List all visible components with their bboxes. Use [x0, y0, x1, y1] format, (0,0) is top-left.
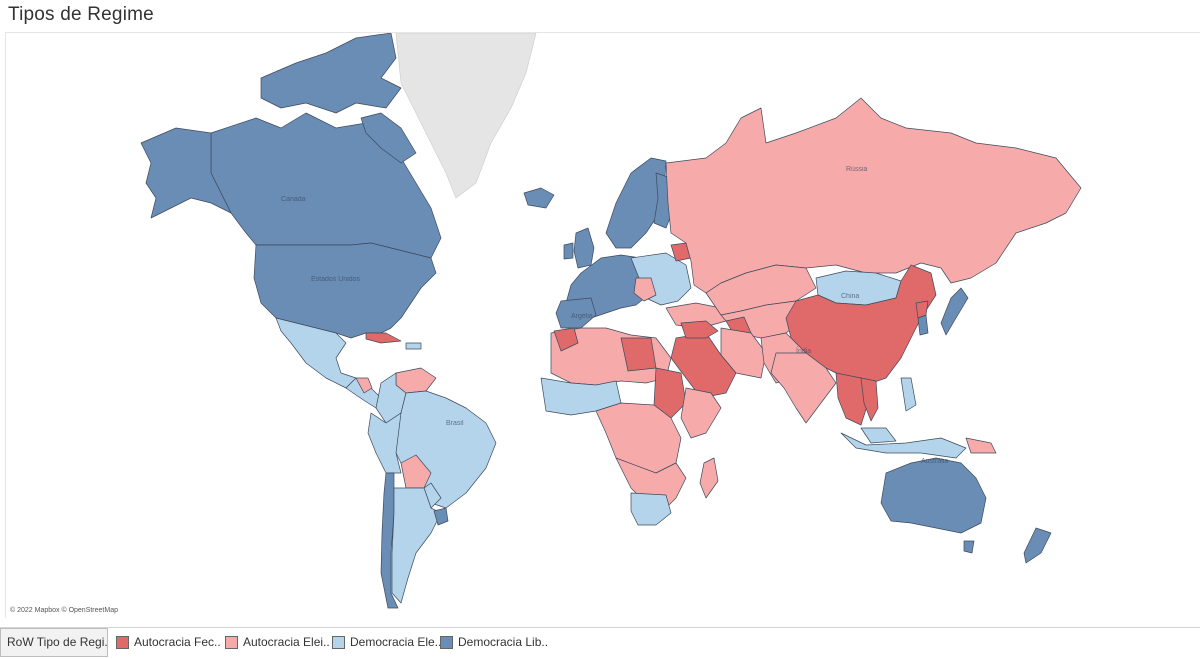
south-korea[interactable] [917, 314, 929, 336]
world-map[interactable]: Canada Estados Unidos Rússia China Brasi… [5, 32, 1200, 618]
label-algeria: Argélia [571, 313, 593, 320]
legend-item-autocracia-fechada[interactable]: Autocracia Fec.. [116, 634, 221, 650]
horn-of-africa[interactable] [680, 387, 722, 439]
australia[interactable] [880, 457, 987, 534]
sudan[interactable] [653, 367, 687, 419]
haiti-dr[interactable] [405, 342, 422, 350]
ireland[interactable] [563, 242, 574, 260]
venezuela[interactable] [395, 367, 437, 394]
legend-item-label: Democracia Ele.. [350, 635, 442, 649]
new-zealand[interactable] [1023, 527, 1052, 564]
label-australia: Austrália [921, 458, 948, 465]
map-canvas[interactable]: Canada Estados Unidos Rússia China Brasi… [6, 33, 1200, 619]
alaska[interactable] [140, 127, 232, 219]
argentina[interactable] [391, 487, 442, 604]
canada[interactable] [210, 112, 442, 259]
uk[interactable] [573, 227, 595, 269]
legend: RoW Tipo de Regi... Autocracia Fec.. Aut… [0, 627, 1200, 657]
label-russia: Rússia [846, 166, 868, 173]
legend-item-democracia-eleitoral[interactable]: Democracia Ele.. [332, 634, 441, 650]
label-brazil: Brasil [446, 420, 464, 427]
label-canada: Canada [281, 196, 306, 203]
hungary-serbia[interactable] [633, 277, 657, 302]
map-attribution[interactable]: © 2022 Mapbox © OpenStreetMap [10, 607, 118, 614]
madagascar[interactable] [699, 457, 719, 499]
legend-item-label: Autocracia Fec.. [134, 635, 221, 649]
cuba[interactable] [365, 332, 402, 344]
philippines[interactable] [900, 377, 917, 412]
canada-island-2[interactable] [360, 112, 417, 164]
page-title: Tipos de Regime [8, 4, 154, 25]
legend-title[interactable]: RoW Tipo de Regi... [0, 628, 108, 657]
legend-swatch [440, 635, 453, 649]
bolivia[interactable] [400, 454, 432, 489]
greenland[interactable] [395, 33, 537, 199]
south-africa[interactable] [630, 492, 672, 526]
papua-new-guinea[interactable] [965, 437, 997, 454]
legend-swatch [332, 635, 345, 649]
nicaragua[interactable] [355, 377, 373, 394]
syria-iraq[interactable] [680, 320, 719, 339]
legend-item-autocracia-eleitoral[interactable]: Autocracia Elei.. [225, 634, 330, 650]
morocco[interactable] [553, 327, 579, 352]
north-korea[interactable] [915, 300, 929, 319]
russia[interactable] [665, 97, 1082, 294]
label-india: Índia [796, 346, 811, 355]
japan[interactable] [940, 287, 969, 336]
legend-swatch [225, 635, 238, 649]
label-usa: Estados Unidos [311, 276, 361, 283]
vietnam-laos[interactable] [860, 377, 879, 422]
legend-item-label: Democracia Lib.. [458, 635, 549, 649]
india[interactable] [770, 352, 837, 424]
tasmania[interactable] [963, 540, 975, 554]
legend-item-democracia-liberal[interactable]: Democracia Lib.. [440, 634, 548, 650]
legend-swatch [116, 635, 129, 649]
iceland[interactable] [523, 187, 555, 209]
mexico[interactable] [275, 317, 357, 389]
indonesia[interactable] [840, 432, 967, 459]
canada-arctic-islands[interactable] [260, 33, 402, 114]
malaysia[interactable] [860, 427, 897, 444]
label-china: China [841, 293, 859, 300]
peru[interactable] [367, 412, 402, 474]
saudi-arabia[interactable] [670, 332, 737, 399]
legend-item-label: Autocracia Elei.. [243, 635, 330, 649]
uruguay[interactable] [433, 507, 449, 526]
